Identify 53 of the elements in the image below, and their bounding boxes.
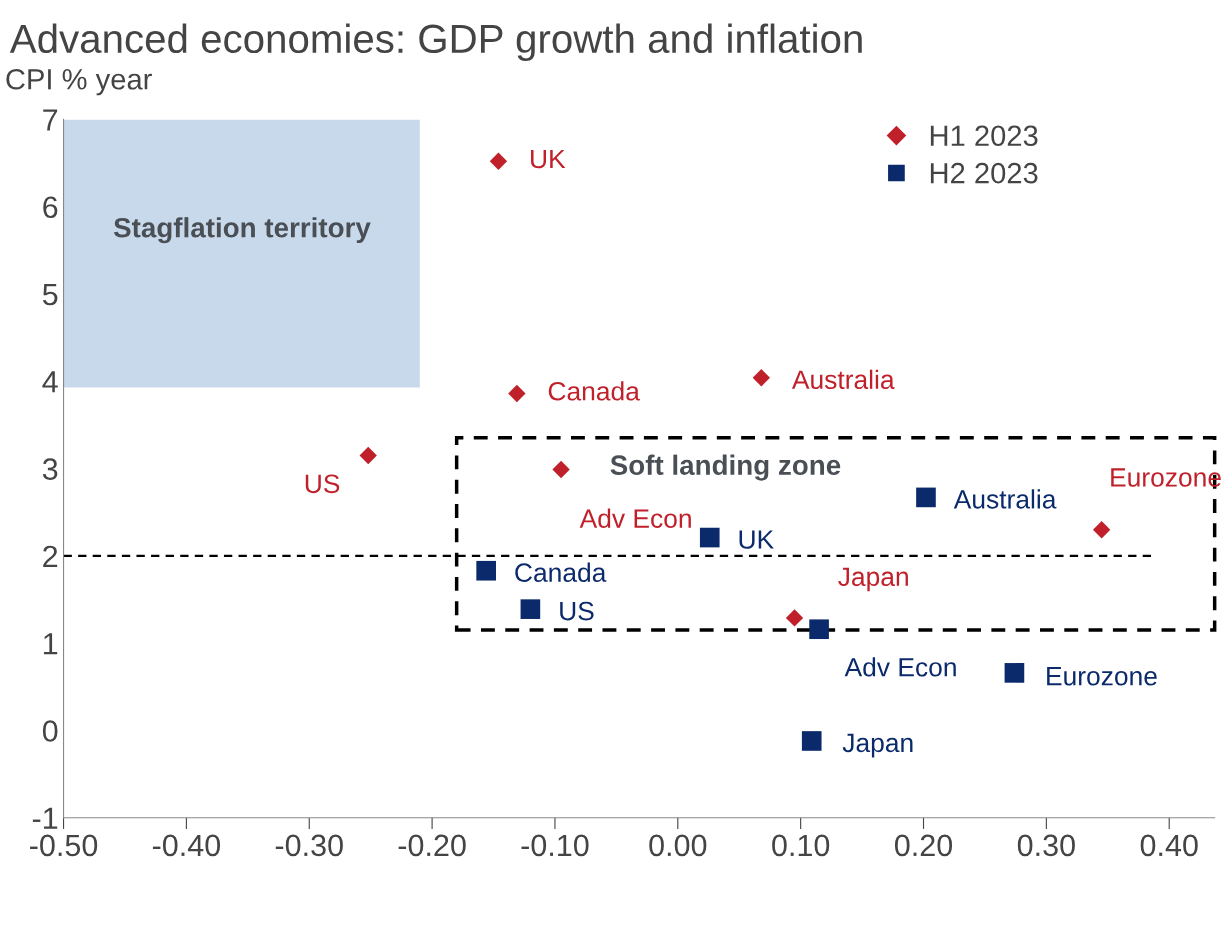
y-tick-label: 2 xyxy=(43,545,58,567)
x-tick-label: -0.10 xyxy=(521,834,589,857)
x-tick-label: 0.10 xyxy=(772,834,830,857)
annotation: Adv Econ xyxy=(579,508,691,528)
annotation: US xyxy=(305,474,340,494)
annotation: Japan xyxy=(842,733,913,758)
annotation: US xyxy=(560,601,594,621)
x-tick-label: -0.50 xyxy=(30,834,98,857)
x-tick-label: 0.40 xyxy=(1140,834,1198,857)
y-tick-label: -1 xyxy=(32,807,58,829)
legend-label: H1 2023 xyxy=(930,125,1038,147)
point xyxy=(752,369,771,387)
chart-title: Advanced economies: GDP growth and inflation xyxy=(9,23,862,62)
x-tick-label: 0.20 xyxy=(894,834,953,857)
point xyxy=(1004,663,1025,683)
annotation: UK xyxy=(739,530,774,549)
annotation: Canada xyxy=(548,381,640,401)
annotation: Stagflation territory xyxy=(113,217,371,244)
point xyxy=(809,619,829,640)
annotation: Australia xyxy=(791,369,895,390)
point xyxy=(699,527,720,548)
y-tick-label: 7 xyxy=(43,109,58,131)
point xyxy=(1092,521,1111,539)
point xyxy=(785,609,804,627)
y-tick-label: 0 xyxy=(42,720,58,742)
annotation: Japan xyxy=(838,567,908,592)
annotation: Eurozone xyxy=(1111,468,1221,487)
x-tick-label: -0.20 xyxy=(398,834,466,857)
x-tick-label: 0.30 xyxy=(1017,834,1075,857)
point xyxy=(916,487,936,508)
annotation: UK xyxy=(531,149,566,169)
y-tick-label: 5 xyxy=(42,284,58,306)
y-tick-label: 6 xyxy=(43,196,58,219)
legend-label: H2 2023 xyxy=(930,162,1038,184)
point xyxy=(476,560,496,581)
y-tick-label: 3 xyxy=(42,458,58,480)
point xyxy=(801,731,822,751)
annotation: Eurozone xyxy=(1047,667,1157,686)
point xyxy=(508,384,526,403)
point xyxy=(359,446,377,465)
annotation: Adv Econ xyxy=(844,657,956,677)
x-tick-label: -0.40 xyxy=(152,834,221,857)
x-tick-label: -0.30 xyxy=(275,834,343,857)
annotation: Canada xyxy=(515,562,607,582)
y-tick-label: 1 xyxy=(44,633,58,655)
point xyxy=(520,599,541,619)
y-tick-label: 4 xyxy=(42,371,58,393)
y-axis-title: CPI % year xyxy=(6,68,152,96)
annotation: Soft landing zone xyxy=(610,454,841,481)
point xyxy=(489,152,508,170)
point xyxy=(552,460,570,479)
x-tick-label: 0.00 xyxy=(649,834,707,857)
annotation: Australia xyxy=(953,489,1057,509)
